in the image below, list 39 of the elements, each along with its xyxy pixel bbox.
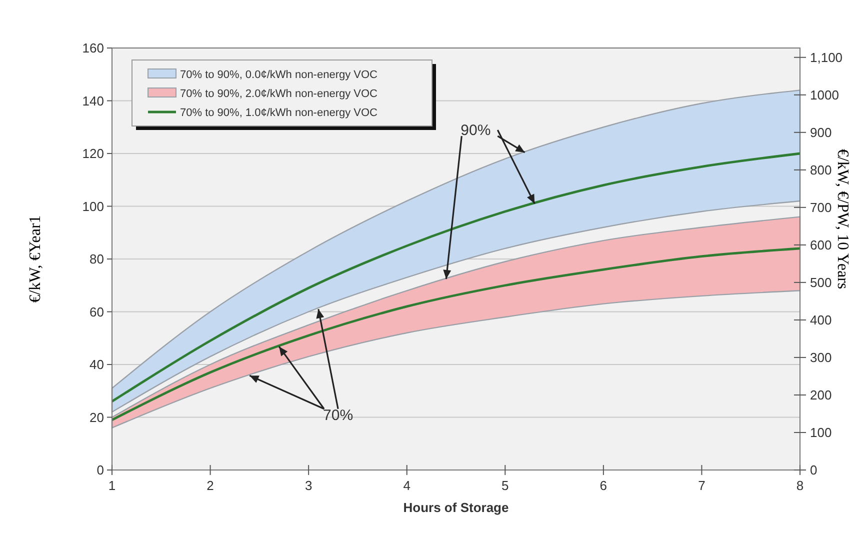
- y2-tick-label: 1000: [810, 87, 839, 102]
- x-tick-label: 4: [403, 478, 410, 493]
- y2-tick-label: 1,100: [810, 50, 843, 65]
- y-tick-label: 140: [82, 93, 104, 108]
- y-tick-label: 20: [90, 410, 104, 425]
- annotation: 90%: [460, 122, 491, 140]
- y-tick-label: 160: [82, 40, 104, 56]
- y-tick-label: 120: [82, 146, 104, 162]
- y2-tick-label: 200: [810, 388, 832, 403]
- x-tick-label: 3: [304, 478, 312, 493]
- line-series: [110, 247, 802, 422]
- x-tick-label: 2: [206, 478, 214, 493]
- y-tick-label: 100: [82, 198, 104, 214]
- x-tick-label: 7: [698, 478, 706, 493]
- x-axis-title: Hours of Storage: [403, 500, 509, 515]
- y-tick-label: 60: [90, 304, 104, 320]
- y2-tick-label: 400: [810, 312, 832, 328]
- y-tick-label: 80: [90, 252, 104, 267]
- y2-tick-label: 700: [810, 200, 832, 215]
- x-tick-label: 5: [502, 478, 509, 493]
- x-tick-label: 8: [796, 478, 804, 493]
- y2-tick-label: 800: [810, 162, 832, 178]
- x-tick-label: 1: [108, 478, 116, 493]
- legend-label: 70% to 90%, 0.0¢/kWh non-energy VOC: [180, 68, 378, 81]
- y2-axis-title: €/kW, €/PW, 10 Years: [834, 148, 850, 290]
- line-series: [110, 152, 802, 403]
- y-axis-title: €/kW, €Year1: [27, 215, 44, 303]
- y2-tick-label: 900: [810, 124, 832, 140]
- y-tick-label: 0: [96, 462, 104, 478]
- y2-tick-label: 300: [810, 350, 832, 366]
- y2-tick-label: 600: [810, 237, 832, 252]
- annotation: 70%: [323, 406, 354, 424]
- x-tick-label: 6: [600, 478, 608, 493]
- legend-label: 70% to 90%, 2.0¢/kWh non-energy VOC: [180, 88, 378, 100]
- legend-label: 70% to 90%, 1.0¢/kWh non-energy VOC: [180, 106, 378, 119]
- y2-tick-label: 100: [810, 425, 832, 440]
- y2-tick-label: 500: [810, 274, 832, 290]
- y-tick-label: 40: [90, 357, 104, 372]
- y2-tick-label: 0: [810, 462, 818, 478]
